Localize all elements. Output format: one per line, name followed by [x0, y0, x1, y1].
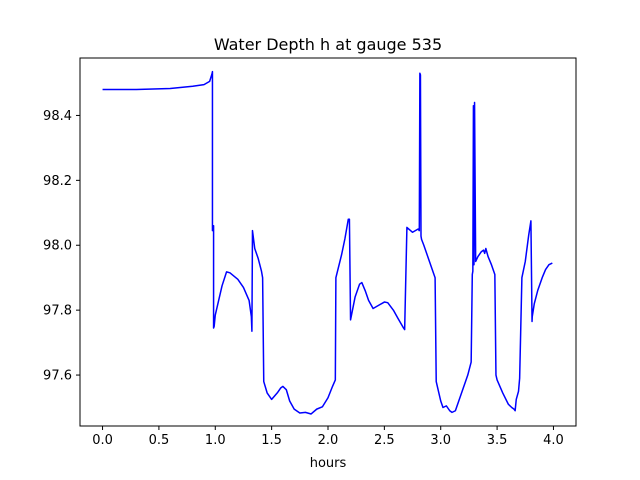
x-tick-label: 1.0: [205, 433, 226, 448]
chart-title: Water Depth h at gauge 535: [214, 35, 442, 54]
y-tick-label: 98.2: [43, 174, 72, 189]
x-tick-label: 2.0: [318, 433, 339, 448]
x-tick-label: 0.5: [149, 433, 170, 448]
x-tick-label: 3.5: [487, 433, 508, 448]
x-tick-label: 3.0: [430, 433, 451, 448]
y-tick-label: 97.8: [43, 304, 72, 319]
plot-frame: [79, 57, 577, 427]
x-axis-label: hours: [310, 456, 347, 471]
x-tick-label: 2.5: [374, 433, 395, 448]
series-layer: [102, 70, 553, 415]
y-tick-label: 98.4: [43, 109, 72, 124]
y-axis: 97.6 97.8 98.0 98.2 98.4: [43, 109, 80, 384]
x-tick-label: 1.5: [261, 433, 282, 448]
x-tick-label: 0.0: [92, 433, 113, 448]
series-line-0: [102, 70, 553, 415]
x-axis: 0.0 0.5 1.0 1.5 2.0 2.5 3.0 3.5 4.0: [92, 426, 564, 448]
y-tick-label: 97.6: [43, 369, 72, 384]
y-tick-label: 98.0: [43, 239, 72, 254]
x-tick-label: 4.0: [543, 433, 564, 448]
